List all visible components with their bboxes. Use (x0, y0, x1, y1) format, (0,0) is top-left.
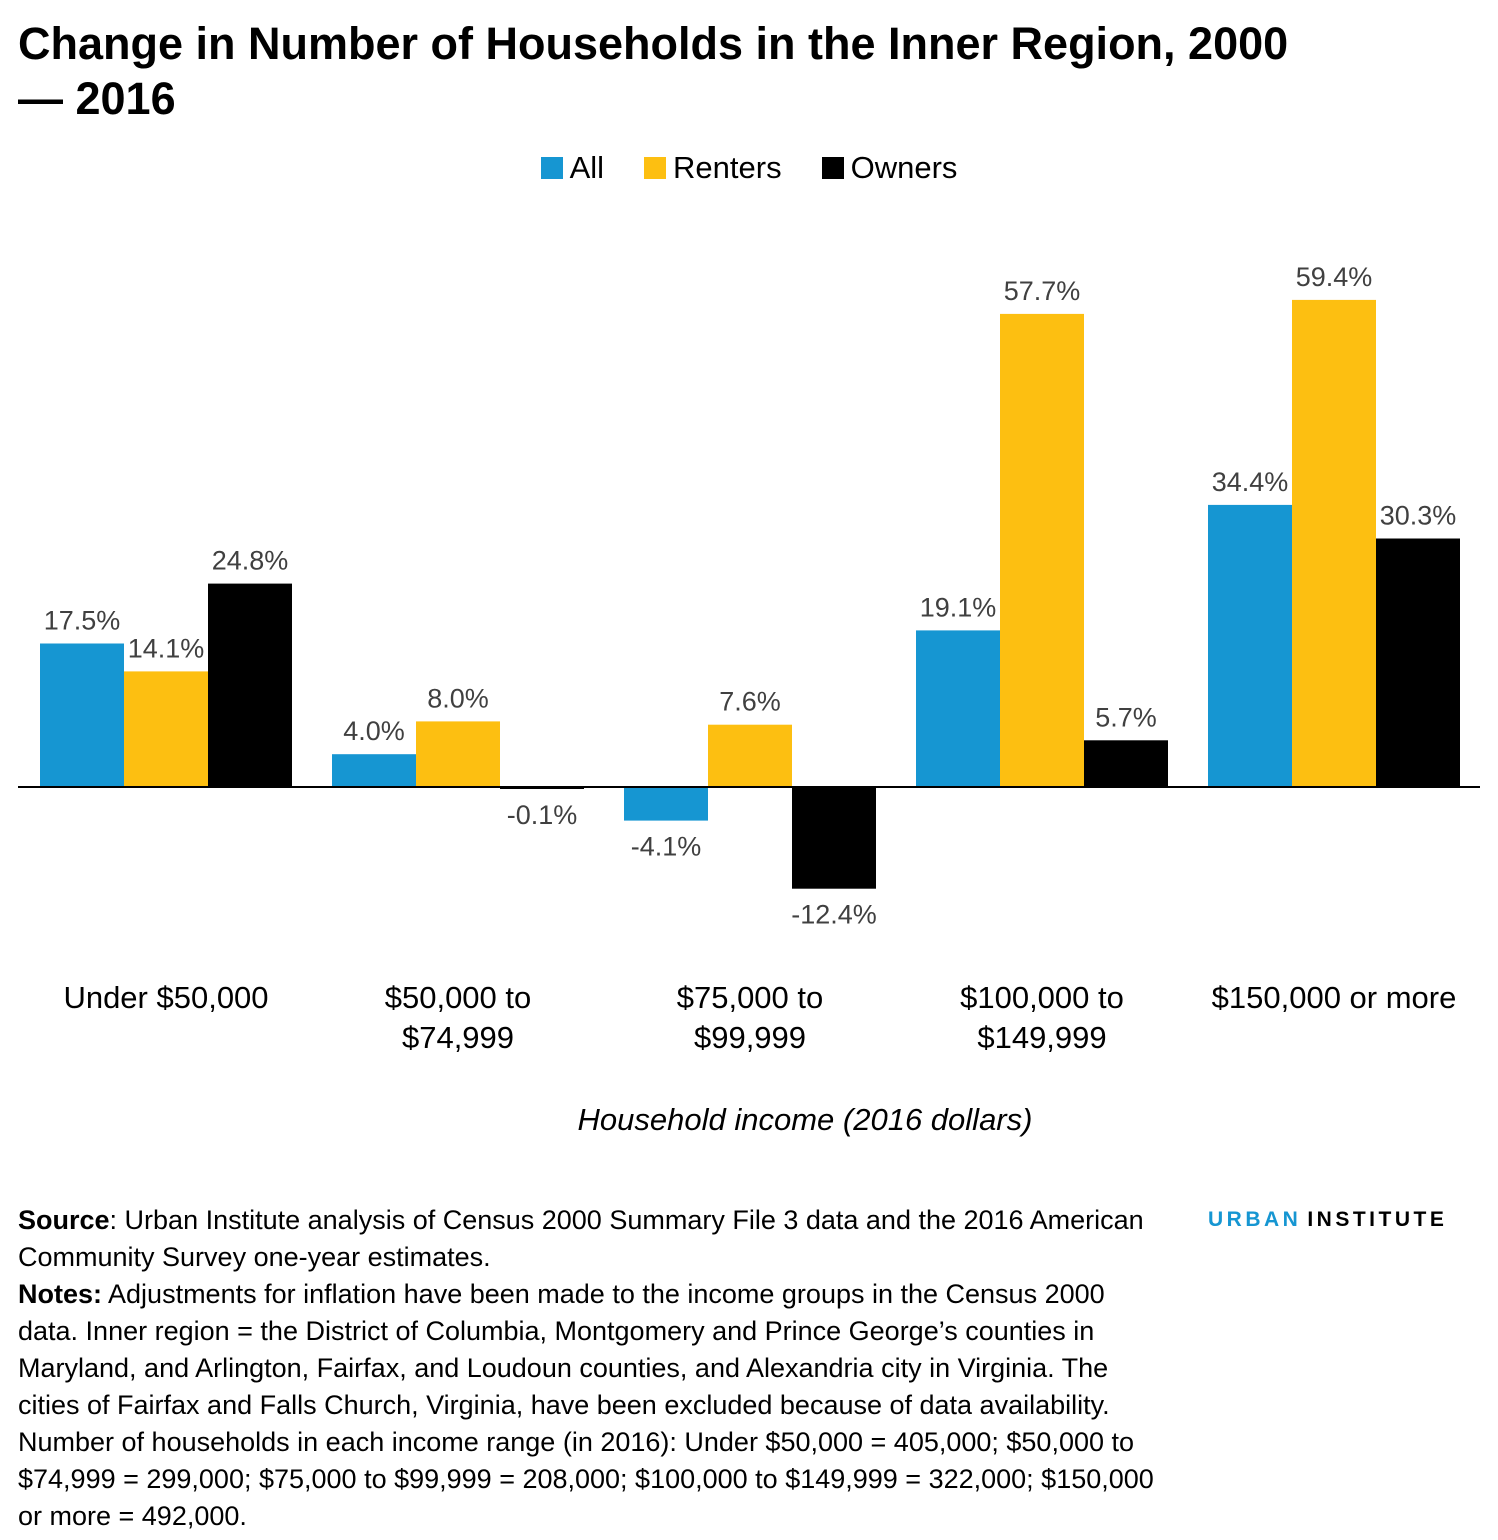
data-label-owners-1: -0.1% (507, 800, 578, 830)
legend-label-renters: Renters (673, 150, 782, 185)
bar-all-0 (40, 643, 124, 787)
data-label-owners-4: 30.3% (1380, 501, 1457, 531)
bar-all-3 (916, 630, 1000, 787)
notes-label: Notes: (18, 1279, 103, 1309)
data-label-renters-3: 57.7% (1004, 276, 1081, 306)
bar-all-1 (332, 754, 416, 787)
logo-word-institute: INSTITUTE (1307, 1208, 1448, 1231)
category-label-4: $150,000 or more (1212, 980, 1457, 1015)
x-axis-title: Household income (2016 dollars) (578, 1102, 1033, 1137)
source-text: : Urban Institute analysis of Census 200… (18, 1205, 1144, 1272)
bar-renters-2 (708, 724, 792, 787)
data-label-all-3: 19.1% (920, 592, 997, 622)
legend-swatch-all (540, 157, 563, 179)
category-label-1: $50,000 to $74,999 (385, 980, 532, 1055)
bar-owners-3 (1084, 740, 1168, 787)
source-label: Source (18, 1205, 110, 1235)
bar-renters-3 (1000, 313, 1084, 787)
data-label-owners-3: 5.7% (1095, 702, 1157, 732)
category-label-0: Under $50,000 (63, 980, 268, 1015)
data-label-renters-2: 7.6% (719, 687, 781, 717)
urban-institute-logo: URBAN INSTITUTE (1208, 1208, 1447, 1232)
legend-item-owners: Owners (821, 150, 958, 186)
legend-item-all: All (540, 150, 605, 186)
chart-legend: All Renters Owners (0, 146, 1498, 190)
bar-owners-2 (792, 787, 876, 889)
data-label-owners-2: -12.4% (791, 900, 877, 930)
bar-renters-0 (124, 671, 208, 787)
category-label-3: $100,000 to $149,999 (960, 980, 1124, 1055)
data-label-all-0: 17.5% (44, 606, 121, 636)
category-label-2: $75,000 to $99,999 (677, 980, 824, 1055)
legend-label-all: All (569, 150, 605, 185)
data-label-renters-4: 59.4% (1296, 262, 1373, 292)
data-label-renters-0: 14.1% (128, 633, 205, 663)
data-label-all-2: -4.1% (631, 832, 702, 862)
bar-renters-1 (416, 721, 500, 787)
bar-chart: 17.5%14.1% 24.8% Under $50,000 4.0% 8.0% -0.1… (18, 262, 1480, 1137)
legend-swatch-renters (644, 157, 667, 179)
bar-all-2 (624, 787, 708, 821)
bar-owners-4 (1376, 538, 1460, 787)
legend-swatch-owners (821, 157, 844, 179)
bar-owners-0 (208, 583, 292, 787)
bar-renters-4 (1292, 299, 1376, 787)
source-notes: Source: Urban Institute analysis of Cens… (18, 1202, 1168, 1535)
chart-title: Change in Number of Households in the In… (18, 18, 1289, 124)
data-label-all-1: 4.0% (343, 716, 405, 746)
data-label-all-4: 34.4% (1212, 467, 1289, 497)
notes-text: Adjustments for inflation have been made… (18, 1279, 1154, 1531)
legend-label-owners: Owners (850, 150, 958, 185)
logo-word-urban: URBAN (1208, 1208, 1302, 1231)
bar-all-4 (1208, 504, 1292, 787)
data-label-owners-0: 24.8% (212, 546, 289, 576)
legend-item-renters: Renters (644, 150, 782, 186)
data-label-renters-1: 8.0% (427, 683, 489, 713)
